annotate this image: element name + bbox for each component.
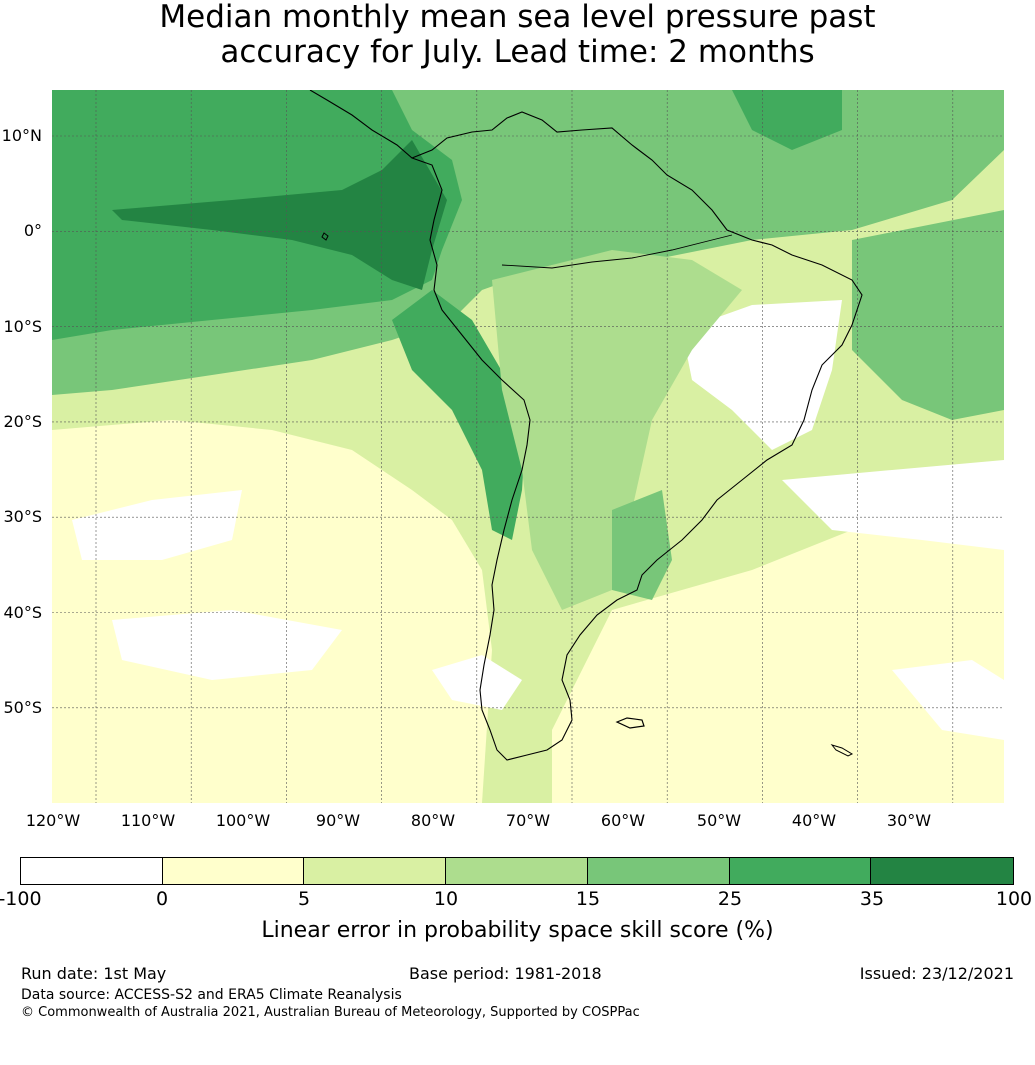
- lat-label-30s: 30°S: [3, 507, 42, 526]
- graticule: [52, 90, 1004, 803]
- galapagos-islands: [321, 232, 329, 241]
- lat-label-50s: 50°S: [3, 698, 42, 717]
- field-coast-35: [392, 290, 527, 540]
- colorbar-tick: 0: [155, 888, 169, 910]
- lon-label-110w: 110°W: [120, 811, 176, 830]
- skill-score-map: [52, 90, 1004, 803]
- field-continent-10-15: [492, 250, 742, 610]
- amazon-river: [501, 234, 733, 269]
- run-date: Run date: 1st May: [21, 964, 167, 983]
- map-title-line-2: accuracy for July. Lead time: 2 months: [220, 34, 815, 70]
- lon-label-60w: 60°W: [600, 811, 646, 830]
- colorbar-label: Linear error in probability space skill …: [261, 918, 774, 943]
- colorbar: [20, 857, 1014, 885]
- colorbar-bin-0: [21, 858, 163, 884]
- field-neg-4: [782, 460, 1004, 550]
- lon-label-120w: 120°W: [25, 811, 81, 830]
- field-south-east-5-10: [552, 510, 1004, 803]
- map-title-line-1: Median monthly mean sea level pressure p…: [159, 0, 876, 35]
- colorbar-tick: -100: [0, 888, 42, 910]
- field-neg-3: [682, 300, 842, 450]
- issued-date: Issued: 23/12/2021: [859, 964, 1014, 983]
- base-period: Base period: 1981-2018: [409, 964, 602, 983]
- lon-label-50w: 50°W: [696, 811, 742, 830]
- colorbar-tick: 100: [995, 888, 1033, 910]
- field-atlantic-35: [732, 90, 842, 150]
- field-neg-1: [72, 490, 242, 560]
- map-panel: [52, 90, 1004, 803]
- lon-label-90w: 90°W: [315, 811, 361, 830]
- falkland-islands: [615, 717, 645, 729]
- lon-label-30w: 30°W: [886, 811, 932, 830]
- field-neg-6: [892, 660, 1004, 740]
- copyright: © Commonwealth of Australia 2021, Austra…: [21, 1005, 640, 1020]
- colorbar-bin-6: [871, 858, 1013, 884]
- south-georgia: [830, 744, 854, 757]
- field-core-100: [112, 140, 447, 290]
- colorbar-bin-5: [729, 858, 872, 884]
- lat-label-10s: 10°S: [3, 317, 42, 336]
- lon-label-80w: 80°W: [410, 811, 456, 830]
- map-title: Median monthly mean sea level pressure p…: [0, 0, 1035, 70]
- colorbar-bin-4: [587, 858, 730, 884]
- lon-label-40w: 40°W: [791, 811, 837, 830]
- lat-label-20s: 20°S: [3, 412, 42, 431]
- colorbar-tick: 35: [859, 888, 885, 910]
- colorbar-bin-1: [162, 858, 305, 884]
- colorbar-bin-2: [304, 858, 447, 884]
- coastline: [309, 90, 863, 761]
- lat-label-0: 0°: [23, 221, 42, 240]
- colorbar-tick: 15: [575, 888, 601, 910]
- lon-label-100w: 100°W: [215, 811, 271, 830]
- field-east-atlantic-25: [852, 210, 1004, 420]
- lat-label-40s: 40°S: [3, 603, 42, 622]
- colorbar-tick: 10: [433, 888, 459, 910]
- colorbar-bin-3: [446, 858, 588, 884]
- field-neg-2: [112, 610, 342, 680]
- colorbar-tick: 5: [297, 888, 311, 910]
- lon-label-70w: 70°W: [505, 811, 551, 830]
- lat-label-10n: 10°N: [1, 126, 42, 145]
- data-source: Data source: ACCESS-S2 and ERA5 Climate …: [21, 987, 402, 1003]
- colorbar-tick: 25: [717, 888, 743, 910]
